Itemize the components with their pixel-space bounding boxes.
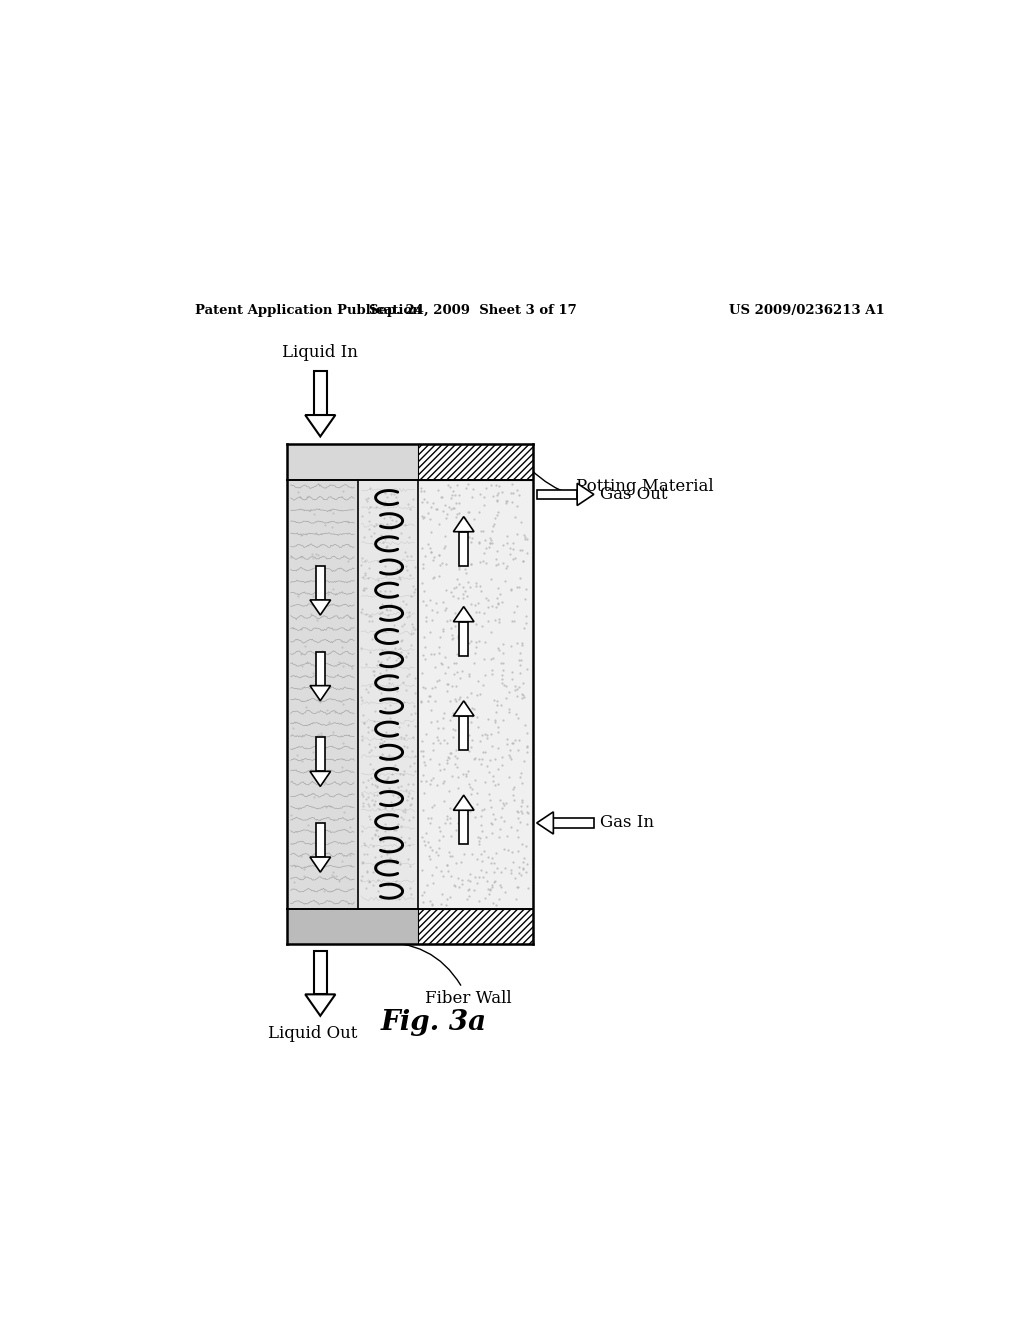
Bar bbox=[287, 480, 358, 908]
Polygon shape bbox=[454, 516, 474, 532]
Bar bbox=[287, 908, 418, 944]
Text: Liquid Out: Liquid Out bbox=[267, 1026, 357, 1043]
Polygon shape bbox=[310, 685, 331, 701]
Polygon shape bbox=[454, 607, 474, 622]
Bar bbox=[460, 810, 468, 845]
Text: Potting Material: Potting Material bbox=[530, 470, 714, 495]
Polygon shape bbox=[305, 414, 336, 437]
Bar bbox=[316, 822, 325, 857]
Bar bbox=[287, 445, 532, 480]
Text: Liquid In: Liquid In bbox=[283, 345, 358, 362]
Text: US 2009/0236213 A1: US 2009/0236213 A1 bbox=[729, 304, 885, 317]
Bar bbox=[314, 950, 327, 994]
Bar bbox=[316, 738, 325, 771]
Bar bbox=[537, 490, 578, 499]
Bar bbox=[460, 532, 468, 566]
Polygon shape bbox=[305, 994, 336, 1016]
Bar bbox=[460, 715, 468, 750]
Text: Fiber Wall: Fiber Wall bbox=[376, 942, 511, 1007]
Bar bbox=[418, 908, 532, 944]
Polygon shape bbox=[578, 483, 594, 506]
Bar bbox=[358, 480, 418, 908]
Polygon shape bbox=[310, 599, 331, 615]
Bar bbox=[553, 818, 594, 828]
Text: Sep. 24, 2009  Sheet 3 of 17: Sep. 24, 2009 Sheet 3 of 17 bbox=[370, 304, 578, 317]
Text: Gas Out: Gas Out bbox=[600, 486, 668, 503]
Bar bbox=[460, 622, 468, 656]
Text: Fig. 3a: Fig. 3a bbox=[381, 1008, 486, 1036]
Bar bbox=[316, 652, 325, 685]
Polygon shape bbox=[310, 857, 331, 873]
Polygon shape bbox=[310, 771, 331, 787]
Bar bbox=[314, 371, 327, 414]
Bar bbox=[316, 566, 325, 599]
Text: Gas In: Gas In bbox=[600, 814, 654, 832]
Polygon shape bbox=[454, 795, 474, 810]
Bar bbox=[418, 480, 532, 908]
Polygon shape bbox=[454, 701, 474, 715]
Bar bbox=[418, 445, 532, 480]
Polygon shape bbox=[537, 812, 553, 834]
Text: Patent Application Publication: Patent Application Publication bbox=[196, 304, 422, 317]
